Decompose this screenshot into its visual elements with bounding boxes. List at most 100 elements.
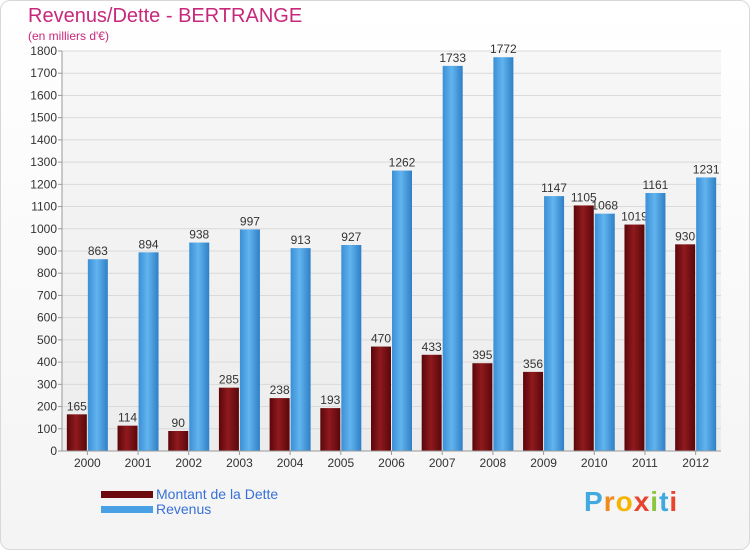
x-tick-label: 2008 (480, 456, 507, 470)
x-tick-label: 2002 (175, 456, 202, 470)
logo-letter: P (584, 486, 604, 517)
data-label-revenue: 1733 (439, 51, 466, 65)
y-tick-label: 1500 (30, 111, 57, 125)
y-tick-label: 1400 (30, 133, 57, 147)
x-tick-label: 2007 (429, 456, 456, 470)
data-label-revenue: 938 (189, 228, 209, 242)
legend-swatch-debt (101, 491, 153, 498)
legend-label-revenue: Revenus (156, 501, 212, 517)
logo-letter: t (659, 486, 670, 517)
y-tick-label: 200 (37, 400, 57, 414)
data-label-revenue: 894 (139, 237, 159, 251)
bar-revenue (696, 177, 717, 451)
bar-debt (421, 354, 442, 451)
y-tick-label: 1300 (30, 155, 57, 169)
y-axis-ticks: 0 100 200 300 400 500 600 700 800 900 1000 1100 1200… (30, 44, 62, 458)
bar-debt (66, 414, 87, 451)
y-tick-label: 1000 (30, 222, 57, 236)
y-tick-label: 900 (37, 244, 57, 258)
data-label-revenue: 997 (240, 214, 260, 228)
bar-debt (523, 371, 544, 451)
logo-letter: i (650, 486, 660, 517)
y-tick-label: 700 (37, 288, 57, 302)
bar-debt (573, 205, 594, 451)
x-tick-label: 2006 (378, 456, 405, 470)
data-label-revenue: 1147 (541, 181, 567, 195)
logo-letter: x (633, 486, 651, 517)
bar-revenue (594, 213, 615, 451)
x-tick-label: 2005 (327, 456, 354, 470)
bar-revenue (239, 229, 260, 451)
y-tick-label: 400 (37, 355, 57, 369)
x-axis-ticks: 2000 2001 2002 2003 2004 2005 2006 2007 2008 2009… (74, 451, 709, 470)
data-label-debt: 930 (675, 229, 695, 243)
data-label-debt: 114 (118, 411, 137, 425)
chart-title: Revenus/Dette - BERTRANGE (28, 5, 303, 27)
y-tick-label: 800 (37, 266, 57, 280)
chart-subtitle: (en milliers d'€) (28, 29, 109, 43)
y-tick-label: 1800 (30, 44, 57, 58)
data-label-debt: 193 (320, 393, 340, 407)
y-tick-label: 100 (37, 422, 57, 436)
data-label-debt: 285 (219, 373, 239, 387)
bar-debt (472, 363, 493, 451)
data-label-revenue: 863 (88, 244, 108, 258)
y-tick-label: 0 (50, 444, 57, 458)
bar-debt (269, 398, 290, 451)
bar-debt (624, 224, 645, 451)
bar-revenue (87, 259, 108, 451)
bar-debt (218, 387, 239, 451)
x-tick-label: 2004 (277, 456, 304, 470)
data-label-debt: 1019 (621, 210, 648, 224)
bar-revenue (645, 193, 666, 451)
legend-swatch-revenue (101, 506, 153, 513)
data-label-debt: 470 (371, 332, 391, 346)
legend-label-debt: Montant de la Dette (156, 486, 279, 502)
bar-debt (168, 431, 189, 451)
data-label-debt: 90 (172, 416, 186, 430)
proxiti-logo: Proxiti (584, 486, 678, 518)
x-tick-label: 2003 (226, 456, 253, 470)
bar-revenue (392, 170, 412, 452)
data-label-debt: 433 (422, 340, 442, 354)
data-label-debt: 165 (67, 399, 87, 413)
logo-letter: r (603, 486, 616, 517)
logo-letter: o (615, 486, 634, 517)
x-tick-label: 2000 (74, 456, 101, 470)
bar-revenue (341, 245, 362, 451)
data-label-revenue: 913 (291, 233, 311, 247)
y-tick-label: 1100 (31, 200, 57, 214)
data-label-debt: 356 (523, 357, 543, 371)
data-label-revenue: 1068 (591, 199, 618, 213)
y-tick-label: 300 (37, 377, 57, 391)
x-tick-label: 2001 (125, 456, 152, 470)
data-label-revenue: 1161 (643, 178, 669, 192)
x-tick-label: 2010 (581, 456, 608, 470)
bar-revenue (189, 242, 210, 451)
x-tick-label: 2011 (632, 456, 658, 470)
data-label-revenue: 1231 (693, 162, 720, 176)
bar-debt (371, 346, 391, 451)
data-label-revenue: 927 (341, 230, 361, 244)
y-tick-label: 500 (37, 333, 57, 347)
bar-revenue (290, 248, 311, 451)
x-tick-label: 2009 (530, 456, 557, 470)
bar-revenue (138, 252, 159, 451)
bar-revenue (544, 196, 565, 451)
bar-revenue (493, 57, 514, 451)
y-tick-label: 1200 (30, 177, 57, 191)
data-label-debt: 238 (270, 383, 290, 397)
data-label-revenue: 1262 (389, 156, 416, 170)
y-tick-label: 1600 (30, 88, 57, 102)
bar-debt (117, 425, 138, 451)
data-label-revenue: 1772 (490, 42, 517, 56)
y-tick-label: 600 (37, 311, 57, 325)
data-label-debt: 1105 (571, 190, 597, 204)
data-label-debt: 395 (472, 348, 492, 362)
x-tick-label: 2012 (682, 456, 709, 470)
bar-debt (675, 244, 696, 451)
bar-debt (320, 408, 341, 451)
bar-revenue (442, 65, 463, 451)
logo-letter: i (669, 486, 679, 517)
